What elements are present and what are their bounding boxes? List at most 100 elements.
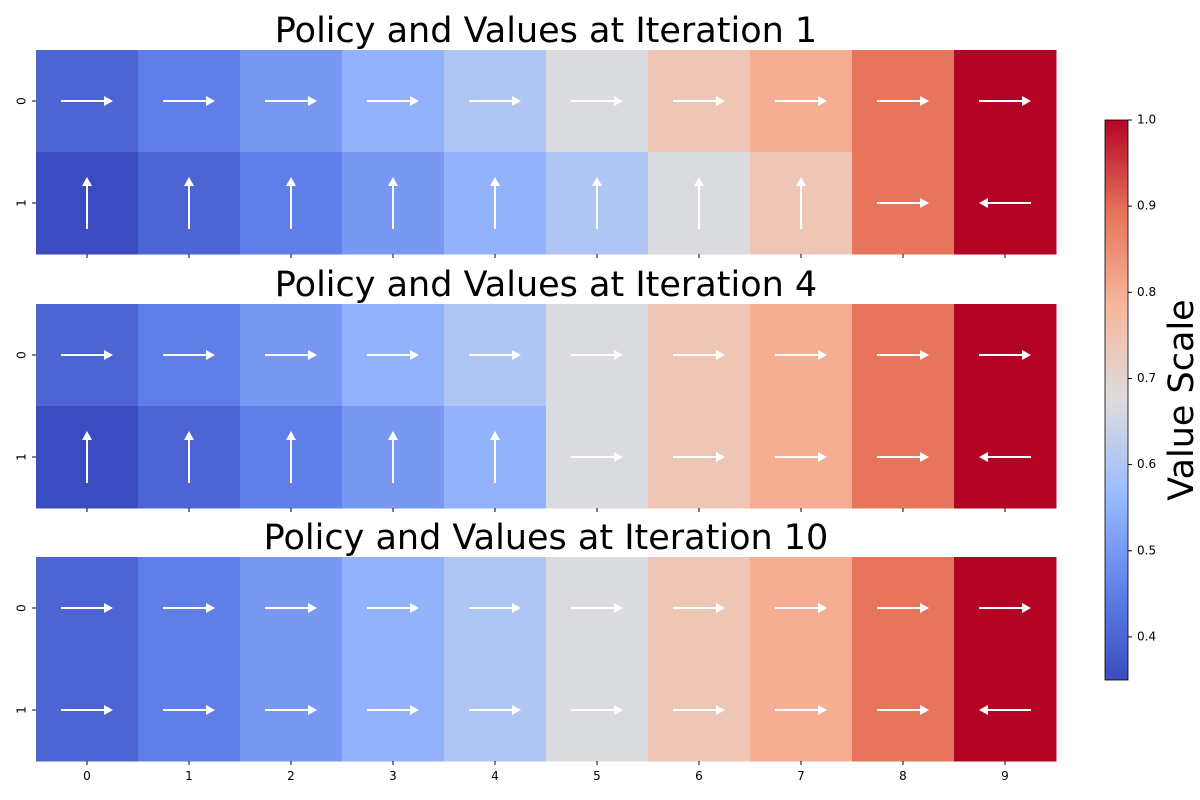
panel-title: Policy and Values at Iteration 4 <box>275 265 817 305</box>
policy-arrow-up <box>184 431 194 483</box>
x-tick-label: 1 <box>185 769 193 783</box>
policy-arrow-right <box>469 603 521 613</box>
policy-arrow-right <box>61 603 113 613</box>
panel-title: Policy and Values at Iteration 1 <box>275 11 817 51</box>
y-ticks: 01 <box>15 604 36 714</box>
policy-arrow-right <box>571 452 623 462</box>
x-ticks: 0 1 2 3 4 5 6 7 8 9 <box>83 761 1009 783</box>
policy-arrow-up <box>388 177 398 229</box>
policy-arrow-right <box>61 705 113 715</box>
policy-arrow-up <box>490 431 500 483</box>
x-tick-label: 5 <box>593 769 601 783</box>
policy-arrow-up <box>286 431 296 483</box>
policy-arrow-right <box>163 705 215 715</box>
policy-arrow-right <box>877 96 929 106</box>
colorbar-tick-label: 0.6 <box>1137 457 1156 471</box>
y-tick-label: 0 <box>15 351 29 359</box>
policy-arrow-right <box>265 705 317 715</box>
colorbar-ticks: 0.4 0.5 0.6 0.7 0.8 0.9 1.0 <box>1128 113 1156 643</box>
x-tick-label: 2 <box>287 769 295 783</box>
policy-arrows <box>61 96 1031 229</box>
policy-arrow-up <box>286 177 296 229</box>
policy-arrow-right <box>979 603 1031 613</box>
policy-arrow-right <box>469 705 521 715</box>
policy-arrow-right <box>775 350 827 360</box>
panel-title: Policy and Values at Iteration 10 <box>264 518 829 558</box>
policy-arrow-right <box>367 705 419 715</box>
colorbar-tick-label: 0.8 <box>1137 285 1156 299</box>
policy-arrow-right <box>673 350 725 360</box>
policy-arrow-right <box>571 350 623 360</box>
colorbar: 0.4 0.5 0.6 0.7 0.8 0.9 1.0 Value Scale <box>1104 113 1200 681</box>
x-ticks <box>86 254 1006 258</box>
x-tick-label: 7 <box>797 769 805 783</box>
policy-arrow-right <box>265 603 317 613</box>
policy-arrow-right <box>673 603 725 613</box>
policy-arrow-left <box>979 198 1031 208</box>
policy-arrow-up <box>490 177 500 229</box>
policy-arrow-right <box>571 96 623 106</box>
policy-arrow-up <box>82 177 92 229</box>
policy-arrow-right <box>469 350 521 360</box>
policy-arrow-right <box>571 705 623 715</box>
y-tick-label: 1 <box>15 706 29 714</box>
x-tick-label: 3 <box>389 769 397 783</box>
policy-arrow-right <box>265 96 317 106</box>
colorbar-tick-label: 0.5 <box>1137 543 1156 557</box>
x-ticks <box>86 508 1006 512</box>
heatmap-cells <box>36 50 1057 255</box>
y-tick-label: 1 <box>15 453 29 461</box>
policy-arrow-up <box>592 177 602 229</box>
x-tick-label: 8 <box>899 769 907 783</box>
policy-arrow-right <box>163 96 215 106</box>
policy-arrow-right <box>163 603 215 613</box>
policy-arrow-right <box>979 350 1031 360</box>
policy-arrow-right <box>775 96 827 106</box>
y-tick-label: 0 <box>15 604 29 612</box>
y-ticks: 01 <box>15 97 36 207</box>
heatmap-cells <box>36 557 1057 762</box>
policy-arrow-right <box>61 350 113 360</box>
policy-arrow-right <box>367 350 419 360</box>
policy-arrow-up <box>184 177 194 229</box>
colorbar-tick-label: 0.7 <box>1137 371 1156 385</box>
x-tick-label: 9 <box>1001 769 1009 783</box>
colorbar-tick-label: 0.9 <box>1137 199 1156 213</box>
panel-iteration-1: Policy and Values at Iteration 1 01 <box>15 11 1057 258</box>
policy-arrow-right <box>877 603 929 613</box>
policy-arrow-right <box>775 603 827 613</box>
policy-arrow-right <box>367 603 419 613</box>
policy-arrow-right <box>775 452 827 462</box>
x-tick-label: 6 <box>695 769 703 783</box>
colorbar-gradient <box>1104 119 1129 681</box>
policy-arrow-right <box>571 603 623 613</box>
policy-arrow-left <box>979 452 1031 462</box>
policy-arrows <box>61 350 1031 483</box>
y-tick-label: 1 <box>15 199 29 207</box>
panel-iteration-4: Policy and Values at Iteration 4 01 <box>15 265 1057 512</box>
policy-arrow-right <box>367 96 419 106</box>
policy-arrow-right <box>61 96 113 106</box>
policy-arrow-right <box>469 96 521 106</box>
y-tick-label: 0 <box>15 97 29 105</box>
x-tick-label: 0 <box>83 769 91 783</box>
policy-arrow-right <box>979 96 1031 106</box>
policy-arrow-right <box>673 705 725 715</box>
policy-arrow-right <box>265 350 317 360</box>
policy-arrow-right <box>163 350 215 360</box>
colorbar-tick-label: 1.0 <box>1137 113 1156 127</box>
x-tick-label: 4 <box>491 769 499 783</box>
colorbar-tick-label: 0.4 <box>1137 629 1156 643</box>
policy-arrow-right <box>877 705 929 715</box>
policy-arrow-up <box>388 431 398 483</box>
policy-arrow-right <box>877 452 929 462</box>
policy-arrow-up <box>694 177 704 229</box>
policy-arrow-right <box>775 705 827 715</box>
policy-arrow-up <box>82 431 92 483</box>
y-ticks: 01 <box>15 351 36 461</box>
policy-arrow-right <box>673 452 725 462</box>
policy-arrow-left <box>979 705 1031 715</box>
policy-arrows <box>61 603 1031 715</box>
